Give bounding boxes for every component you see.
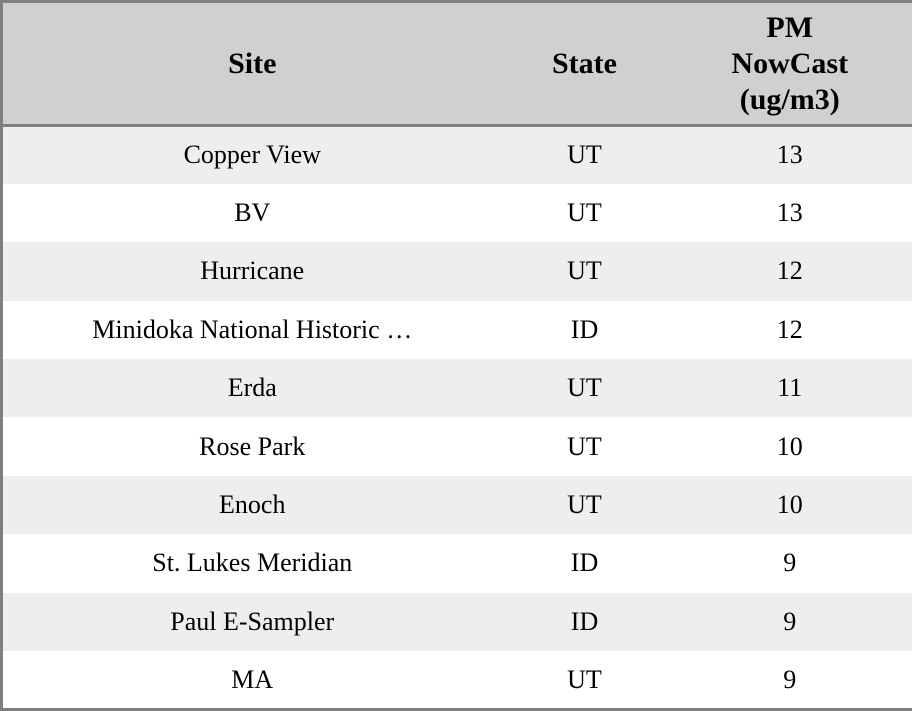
- cell-pm-nowcast: 10: [776, 431, 803, 461]
- table-row: St. Lukes Meridian ID 9: [1, 534, 912, 593]
- header-pm-nowcast: PM NowCast (ug/m3): [667, 1, 912, 127]
- cell-pm-nowcast: 9: [783, 664, 797, 694]
- table-row: MA UT 9: [1, 651, 912, 710]
- cell-pm-nowcast: 13: [776, 198, 803, 228]
- cell-pm-nowcast: 12: [776, 314, 803, 344]
- cell-pm-nowcast: 11: [777, 373, 803, 403]
- cell-site: St. Lukes Meridian: [152, 548, 353, 578]
- cell-pm-nowcast: 10: [776, 490, 803, 520]
- table-row: Enoch UT 10: [1, 475, 912, 535]
- cell-state: UT: [567, 490, 602, 520]
- header-state: State: [501, 1, 668, 127]
- table-row: Rose Park UT 10: [1, 417, 912, 476]
- table-row: Hurricane UT 12: [1, 242, 912, 301]
- table-row: Paul E-Sampler ID 9: [1, 592, 912, 652]
- cell-pm-nowcast: 12: [776, 256, 803, 286]
- cell-pm-nowcast: 9: [783, 548, 797, 578]
- cell-state: UT: [567, 140, 602, 170]
- cell-state: UT: [567, 256, 602, 286]
- cell-state: UT: [567, 431, 602, 461]
- cell-state: ID: [570, 314, 599, 344]
- cell-site: Minidoka National Historic …: [92, 314, 413, 344]
- header-row: Site State PM NowCast (ug/m3): [1, 1, 912, 127]
- table-body: Copper View UT 13 BV UT 13 Hurricane UT …: [1, 125, 912, 710]
- cell-site: MA: [231, 664, 274, 694]
- cell-state: UT: [567, 373, 602, 403]
- cell-site: Hurricane: [200, 256, 305, 286]
- cell-state: ID: [570, 606, 599, 636]
- cell-pm-nowcast: 13: [776, 140, 803, 170]
- table-row: BV UT 13: [1, 183, 912, 243]
- cell-pm-nowcast: 9: [783, 606, 797, 636]
- table-row: Erda UT 11: [1, 359, 912, 418]
- cell-state: UT: [567, 664, 602, 694]
- cell-state: UT: [567, 198, 602, 228]
- cell-state: ID: [570, 548, 599, 578]
- table-row: Copper View UT 13: [1, 125, 912, 184]
- header-site: Site: [1, 1, 502, 127]
- cell-site: Erda: [227, 373, 277, 403]
- cell-site: Copper View: [183, 140, 321, 170]
- cell-site: Paul E-Sampler: [170, 606, 335, 636]
- cell-site: Enoch: [219, 490, 286, 520]
- table-header: Site State PM NowCast (ug/m3): [1, 1, 912, 127]
- cell-site: BV: [234, 198, 271, 228]
- cell-site: Rose Park: [199, 431, 306, 461]
- table-row: Minidoka National Historic … ID 12: [1, 300, 912, 360]
